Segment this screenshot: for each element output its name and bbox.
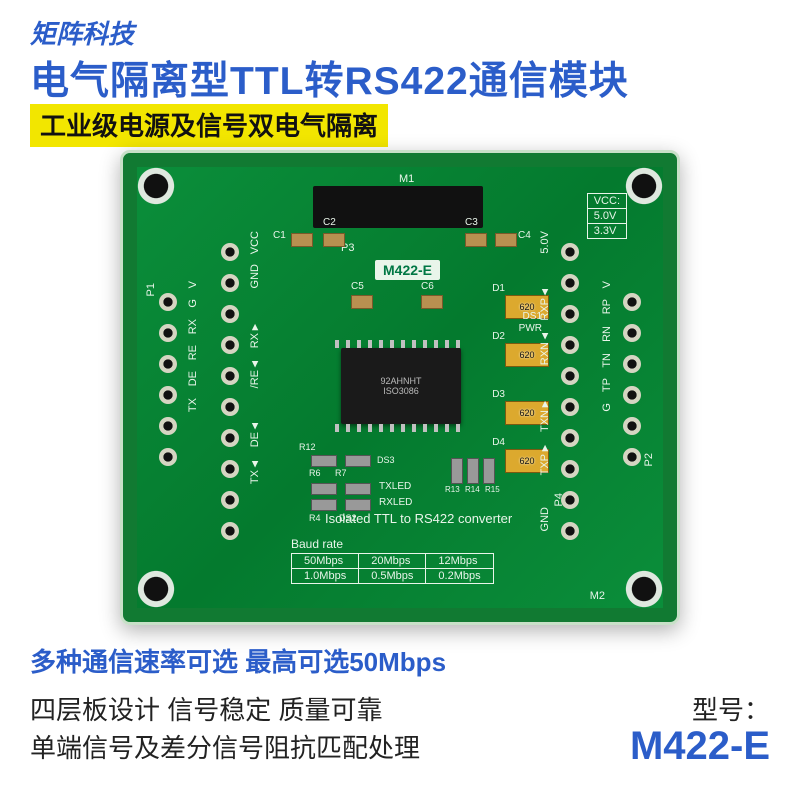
m1-label: M1 xyxy=(399,173,414,185)
r-lbl: R14 xyxy=(465,485,480,494)
p2-label: P2 xyxy=(643,453,655,466)
c-lbl: C4 xyxy=(518,230,531,241)
header-p1 xyxy=(159,288,177,471)
feature-impedance: 单端信号及差分信号阻抗匹配处理 xyxy=(30,728,420,765)
resistor xyxy=(451,458,463,484)
dc-iso-module xyxy=(313,186,483,228)
c-lbl: C3 xyxy=(465,217,478,228)
p2-pin-labels: VRPRNTNTPG xyxy=(601,281,613,412)
c-lbl: C2 xyxy=(323,217,336,228)
capacitor xyxy=(291,233,313,247)
main-ic: 92AHNHT ISO3086 xyxy=(341,348,461,424)
mount-hole xyxy=(135,568,177,610)
capacitor xyxy=(323,233,345,247)
r-lbl: R12 xyxy=(299,442,316,452)
mount-hole xyxy=(623,568,665,610)
vcc-table: VCC: 5.0V 3.3V xyxy=(587,193,627,239)
led xyxy=(311,499,337,511)
pcb-photo: M1 M2 VCC: 5.0V 3.3V M422-E P3 C1 C2 C3 … xyxy=(120,150,680,625)
capacitor xyxy=(351,295,373,309)
mount-hole xyxy=(623,165,665,207)
p4-pin-labels: 5.0VRXP▲RXN▲TXN▼TXP▼GND xyxy=(539,231,551,531)
baud-rate-table: Baud rate 50Mbps20Mbps12Mbps 1.0Mbps0.5M… xyxy=(291,537,494,584)
feature-design: 四层板设计 信号稳定 质量可靠 xyxy=(30,690,382,727)
header-p2 xyxy=(623,288,641,471)
m2-label: M2 xyxy=(590,590,605,602)
led xyxy=(345,483,371,495)
d-lbl: D2 xyxy=(492,331,505,342)
r-lbl: R7 xyxy=(335,468,347,478)
capacitor xyxy=(421,295,443,309)
r-lbl: R13 xyxy=(445,485,460,494)
resistor xyxy=(467,458,479,484)
brand-name: 矩阵科技 xyxy=(30,14,134,51)
r-lbl: R4 xyxy=(309,513,321,523)
feature-rate: 多种通信速率可选 最高可选50Mbps xyxy=(30,642,446,679)
model-value: M422-E xyxy=(630,724,770,769)
resistor xyxy=(311,455,337,467)
d-lbl: D4 xyxy=(492,437,505,448)
mount-hole xyxy=(135,165,177,207)
txled-lbl: TXLED xyxy=(379,481,411,492)
product-title: 电气隔离型TTL转RS422通信模块 xyxy=(30,50,629,106)
rxled-lbl: RXLED xyxy=(379,497,412,508)
p1-label: P1 xyxy=(145,283,157,296)
r-lbl: R15 xyxy=(485,485,500,494)
model-label: 型号： xyxy=(692,690,770,727)
p1-pin-labels: VGRXREDETX xyxy=(187,281,199,412)
resistor xyxy=(483,458,495,484)
d-lbl: D3 xyxy=(492,389,505,400)
capacitor xyxy=(495,233,517,247)
led xyxy=(345,499,371,511)
header-p3 xyxy=(221,238,239,545)
ds3-lbl: DS3 xyxy=(377,455,395,465)
pcb-board: M1 M2 VCC: 5.0V 3.3V M422-E P3 C1 C2 C3 … xyxy=(120,150,680,625)
p3-pin-labels: VCCGNDRX▼/RE▲DE▲TX▲ xyxy=(249,231,261,484)
header-p4 xyxy=(561,238,579,545)
converter-silk-text: Isolated TTL to RS422 converter xyxy=(325,511,512,526)
c-lbl: C6 xyxy=(421,281,434,292)
led xyxy=(311,483,337,495)
c-lbl: C5 xyxy=(351,281,364,292)
capacitor xyxy=(465,233,487,247)
subtitle-highlight: 工业级电源及信号双电气隔离 xyxy=(30,104,388,147)
resistor xyxy=(345,455,371,467)
c-lbl: C1 xyxy=(273,230,286,241)
module-label-silk: M422-E xyxy=(375,260,440,280)
r-lbl: R6 xyxy=(309,468,321,478)
d-lbl: D1 xyxy=(492,283,505,294)
